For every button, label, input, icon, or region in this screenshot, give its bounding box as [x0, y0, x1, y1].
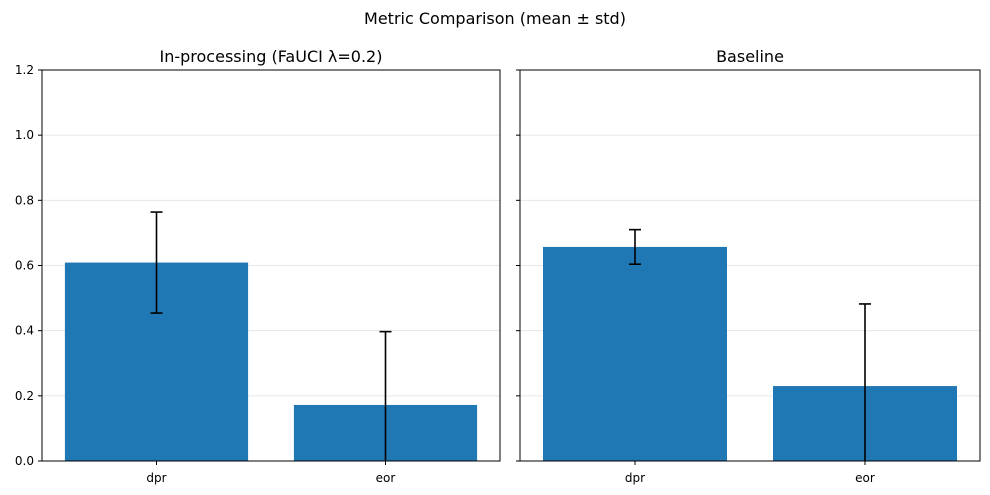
error-bar-dpr [150, 211, 163, 314]
y-tick-label: 1.2 [15, 63, 34, 77]
bar-dpr [543, 246, 727, 461]
x-tick-label: eor [855, 471, 875, 485]
panel-in-processing: 0.0 0.2 0.4 0.6 0.8 1.0 1.2 dpr eor In-processing… [15, 47, 501, 485]
x-tick-label: eor [376, 471, 396, 485]
panel-title: In-processing (FaUCI λ=0.2) [160, 47, 383, 66]
error-bar-eor [859, 303, 871, 461]
y-tick-label: 0.6 [15, 259, 34, 273]
panel-baseline: dpr eor Baseline [516, 47, 981, 485]
panel-title: Baseline [716, 47, 784, 66]
x-tick-label: dpr [625, 471, 645, 485]
error-bar-eor [379, 330, 392, 461]
y-tick-label: 0.4 [15, 324, 34, 338]
y-tick-label: 1.0 [15, 128, 34, 142]
y-tick-label: 0.0 [15, 454, 34, 468]
figure-title: Metric Comparison (mean ± std) [364, 9, 626, 28]
y-tick-label: 0.2 [15, 389, 34, 403]
error-bar-dpr [629, 228, 641, 265]
y-tick-label: 0.8 [15, 193, 34, 207]
x-tick-label: dpr [146, 471, 166, 485]
